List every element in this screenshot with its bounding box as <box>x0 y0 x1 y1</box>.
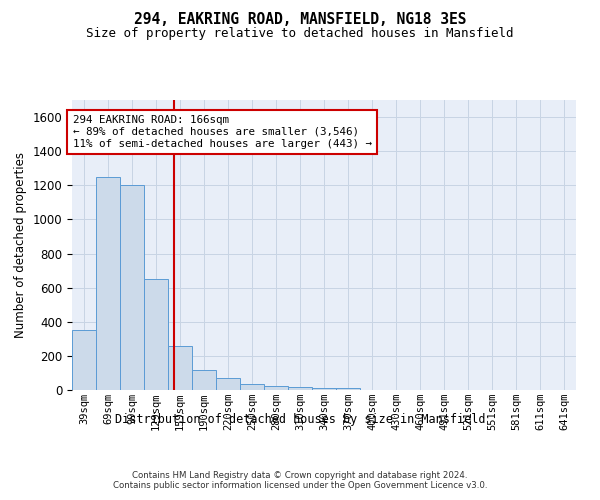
Text: Contains HM Land Registry data © Crown copyright and database right 2024.
Contai: Contains HM Land Registry data © Crown c… <box>113 470 487 490</box>
Y-axis label: Number of detached properties: Number of detached properties <box>14 152 27 338</box>
Bar <box>288 386 312 390</box>
Text: 294 EAKRING ROAD: 166sqm
← 89% of detached houses are smaller (3,546)
11% of sem: 294 EAKRING ROAD: 166sqm ← 89% of detach… <box>73 116 372 148</box>
Bar <box>144 279 168 390</box>
Text: 294, EAKRING ROAD, MANSFIELD, NG18 3ES: 294, EAKRING ROAD, MANSFIELD, NG18 3ES <box>134 12 466 28</box>
Bar <box>336 388 360 390</box>
Bar <box>216 378 240 390</box>
Bar <box>192 370 216 390</box>
Bar <box>264 386 288 390</box>
Bar <box>240 384 264 390</box>
Bar <box>312 388 336 390</box>
Bar <box>72 330 96 390</box>
Bar <box>96 177 120 390</box>
Bar <box>168 346 192 390</box>
Bar <box>120 186 144 390</box>
Text: Distribution of detached houses by size in Mansfield: Distribution of detached houses by size … <box>115 412 485 426</box>
Text: Size of property relative to detached houses in Mansfield: Size of property relative to detached ho… <box>86 28 514 40</box>
